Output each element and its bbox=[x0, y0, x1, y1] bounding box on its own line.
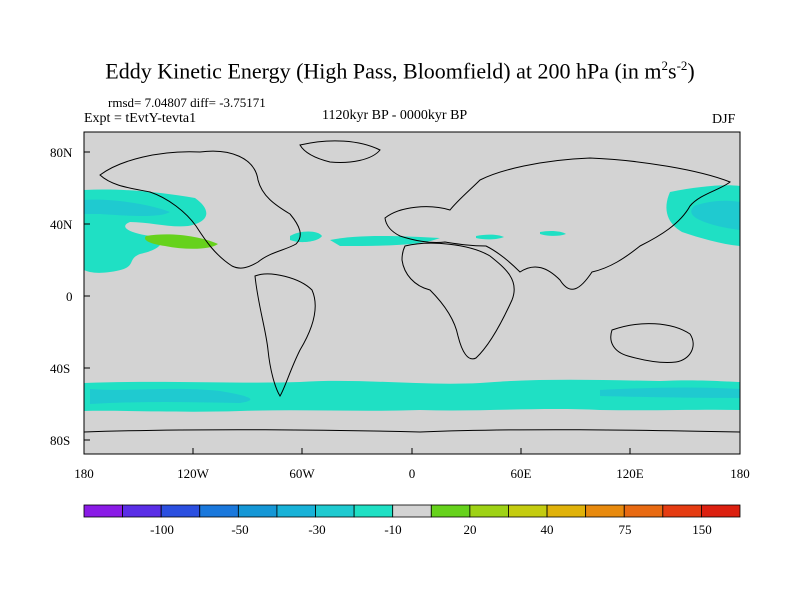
period-label: 1120kyr BP - 0000kyr BP bbox=[322, 108, 468, 123]
colorbar-box bbox=[469, 504, 509, 518]
colorbar-box bbox=[662, 504, 702, 518]
colorbar: -100 -50 -30 -10 20 40 75 150 bbox=[83, 504, 741, 537]
colorbar-label: 20 bbox=[464, 522, 477, 537]
lon-tick-label: 60W bbox=[289, 466, 315, 481]
colorbar-box bbox=[315, 504, 355, 518]
colorbar-box bbox=[160, 504, 201, 518]
lat-tick-label: 40N bbox=[50, 217, 73, 232]
experiment-label: Expt = tEvtY-tevta1 bbox=[84, 111, 197, 126]
lon-tick-label: 0 bbox=[409, 466, 416, 481]
colorbar-box bbox=[623, 504, 664, 518]
colorbar-label: 40 bbox=[541, 522, 554, 537]
colorbar-box bbox=[122, 504, 162, 518]
map-area bbox=[83, 131, 741, 455]
colorbar-box bbox=[701, 504, 741, 518]
lon-tick-label: 180 bbox=[74, 466, 94, 481]
lat-tick-label: 0 bbox=[66, 289, 73, 304]
southern-storm-track bbox=[84, 379, 740, 412]
longitude-axis: 180 120W 60W 0 60E 120E 180 bbox=[74, 448, 750, 481]
colorbar-box bbox=[237, 504, 278, 518]
latitude-axis: 80N 40N 0 40S 80S bbox=[50, 145, 90, 448]
lon-tick-label: 60E bbox=[511, 466, 532, 481]
coastlines bbox=[83, 140, 741, 433]
colorbar-box bbox=[508, 504, 548, 518]
colorbar-label: 75 bbox=[619, 522, 632, 537]
colorbar-box bbox=[546, 504, 587, 518]
colorbar-box bbox=[199, 504, 239, 518]
lon-tick-label: 120W bbox=[177, 466, 210, 481]
plot-title: Eddy Kinetic Energy (High Pass, Bloomfie… bbox=[105, 58, 695, 84]
colorbar-label: 150 bbox=[692, 522, 712, 537]
stats-text: rmsd= 7.04807 diff= -3.75171 bbox=[108, 95, 266, 110]
lat-tick-label: 80N bbox=[50, 145, 73, 160]
colorbar-label: -100 bbox=[150, 522, 174, 537]
colorbar-label: -10 bbox=[384, 522, 401, 537]
north-pacific-storm-track bbox=[84, 185, 740, 273]
colorbar-label: -30 bbox=[308, 522, 325, 537]
colorbar-box bbox=[392, 504, 432, 518]
lat-tick-label: 40S bbox=[50, 361, 70, 376]
colorbar-label: -50 bbox=[231, 522, 248, 537]
lon-tick-label: 180 bbox=[730, 466, 750, 481]
season-label: DJF bbox=[712, 112, 736, 127]
north-atlantic-storm-track bbox=[290, 230, 566, 246]
colorbar-boxes bbox=[83, 504, 741, 518]
colorbar-box bbox=[353, 504, 394, 518]
colorbar-box bbox=[276, 504, 316, 518]
lon-tick-label: 120E bbox=[616, 466, 644, 481]
colorbar-box bbox=[585, 504, 625, 518]
colorbar-box bbox=[83, 504, 123, 518]
lat-tick-label: 80S bbox=[50, 433, 70, 448]
colorbar-box bbox=[430, 504, 471, 518]
